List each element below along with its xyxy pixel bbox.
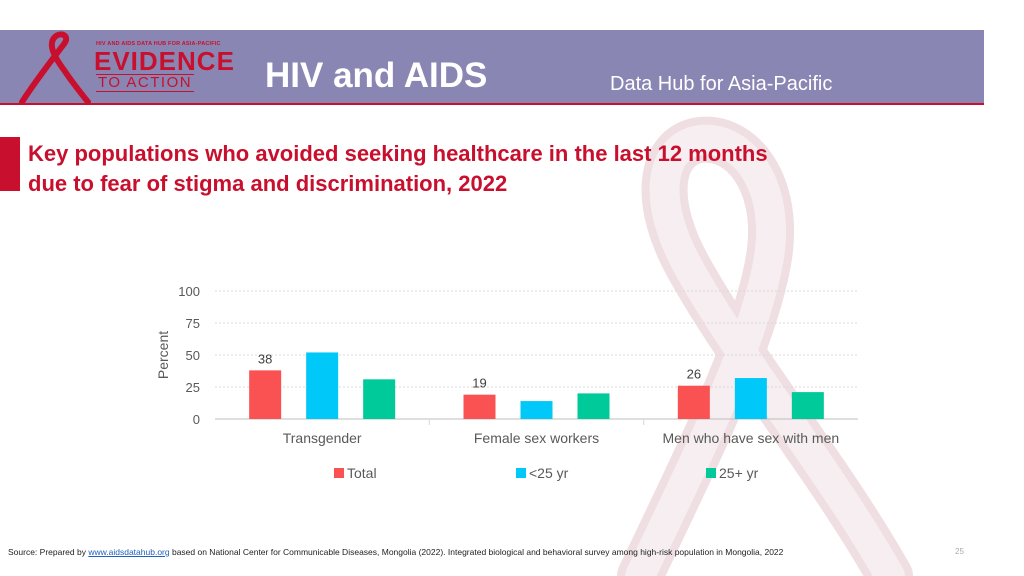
bar-25-yr-1 [577, 393, 610, 419]
x-tick-label: Men who have sex with men [663, 430, 840, 446]
y-tick-label: 25 [186, 380, 200, 395]
legend-label: 25+ yr [719, 465, 759, 481]
source-rest: based on National Center for Communicabl… [169, 547, 784, 557]
source-prefix: Source: Prepared by [8, 547, 89, 557]
y-tick-label: 50 [186, 348, 200, 363]
logo-evidence-text: EVIDENCE [94, 46, 235, 76]
slide-title: Key populations who avoided seeking heal… [28, 139, 908, 199]
source-link[interactable]: www.aidsdatahub.org [88, 547, 170, 557]
logo-action-text: TO ACTION [96, 74, 195, 92]
bar-total-1 [463, 394, 496, 419]
slide-title-line-2: due to fear of stigma and discrimination… [28, 171, 508, 196]
legend-swatch [516, 468, 526, 478]
legend-swatch [334, 468, 344, 478]
bar--25-yr-0 [306, 352, 339, 419]
y-tick-label: 0 [193, 412, 200, 427]
data-label: 26 [687, 367, 701, 382]
data-labels: 38 19 26 [258, 351, 701, 390]
header-subtitle: Data Hub for Asia-Pacific [610, 73, 833, 95]
bars [249, 352, 824, 419]
legend-label: <25 yr [529, 465, 569, 481]
y-axis-ticks: 0 25 50 75 100 [178, 284, 200, 427]
legend-swatch [706, 468, 716, 478]
bar-25-yr-2 [791, 392, 824, 419]
slide-title-line-1: Key populations who avoided seeking heal… [28, 141, 768, 166]
y-tick-label: 100 [178, 284, 200, 299]
legend-label: Total [347, 465, 377, 481]
title-marker [0, 137, 20, 191]
y-tick-label: 75 [186, 316, 200, 331]
header-divider [0, 103, 984, 105]
bar-total-0 [249, 370, 282, 419]
data-label: 38 [258, 351, 272, 366]
source-note: Source: Prepared by www.aidsdatahub.org … [8, 547, 783, 557]
bar-25-yr-0 [363, 379, 396, 419]
red-ribbon-icon [19, 31, 91, 104]
logo-tagline: HIV AND AIDS DATA HUB FOR ASIA-PACIFIC [96, 41, 221, 47]
y-axis-label: Percent [155, 331, 171, 379]
x-tick-label: Female sex workers [474, 430, 599, 446]
bar-total-2 [677, 385, 710, 419]
legend: Total <25 yr 25+ yr [334, 465, 759, 481]
evidence-to-action-logo: HIV AND AIDS DATA HUB FOR ASIA-PACIFIC E… [14, 30, 244, 104]
data-label: 19 [472, 376, 486, 391]
x-tick-label: Transgender [283, 430, 362, 446]
bar--25-yr-1 [520, 401, 553, 419]
x-axis-ticks: Transgender Female sex workers Men who hav… [283, 419, 839, 446]
page-number: 25 [955, 547, 964, 556]
header-title: HIV and AIDS [265, 56, 488, 95]
bar--25-yr-2 [734, 378, 767, 419]
